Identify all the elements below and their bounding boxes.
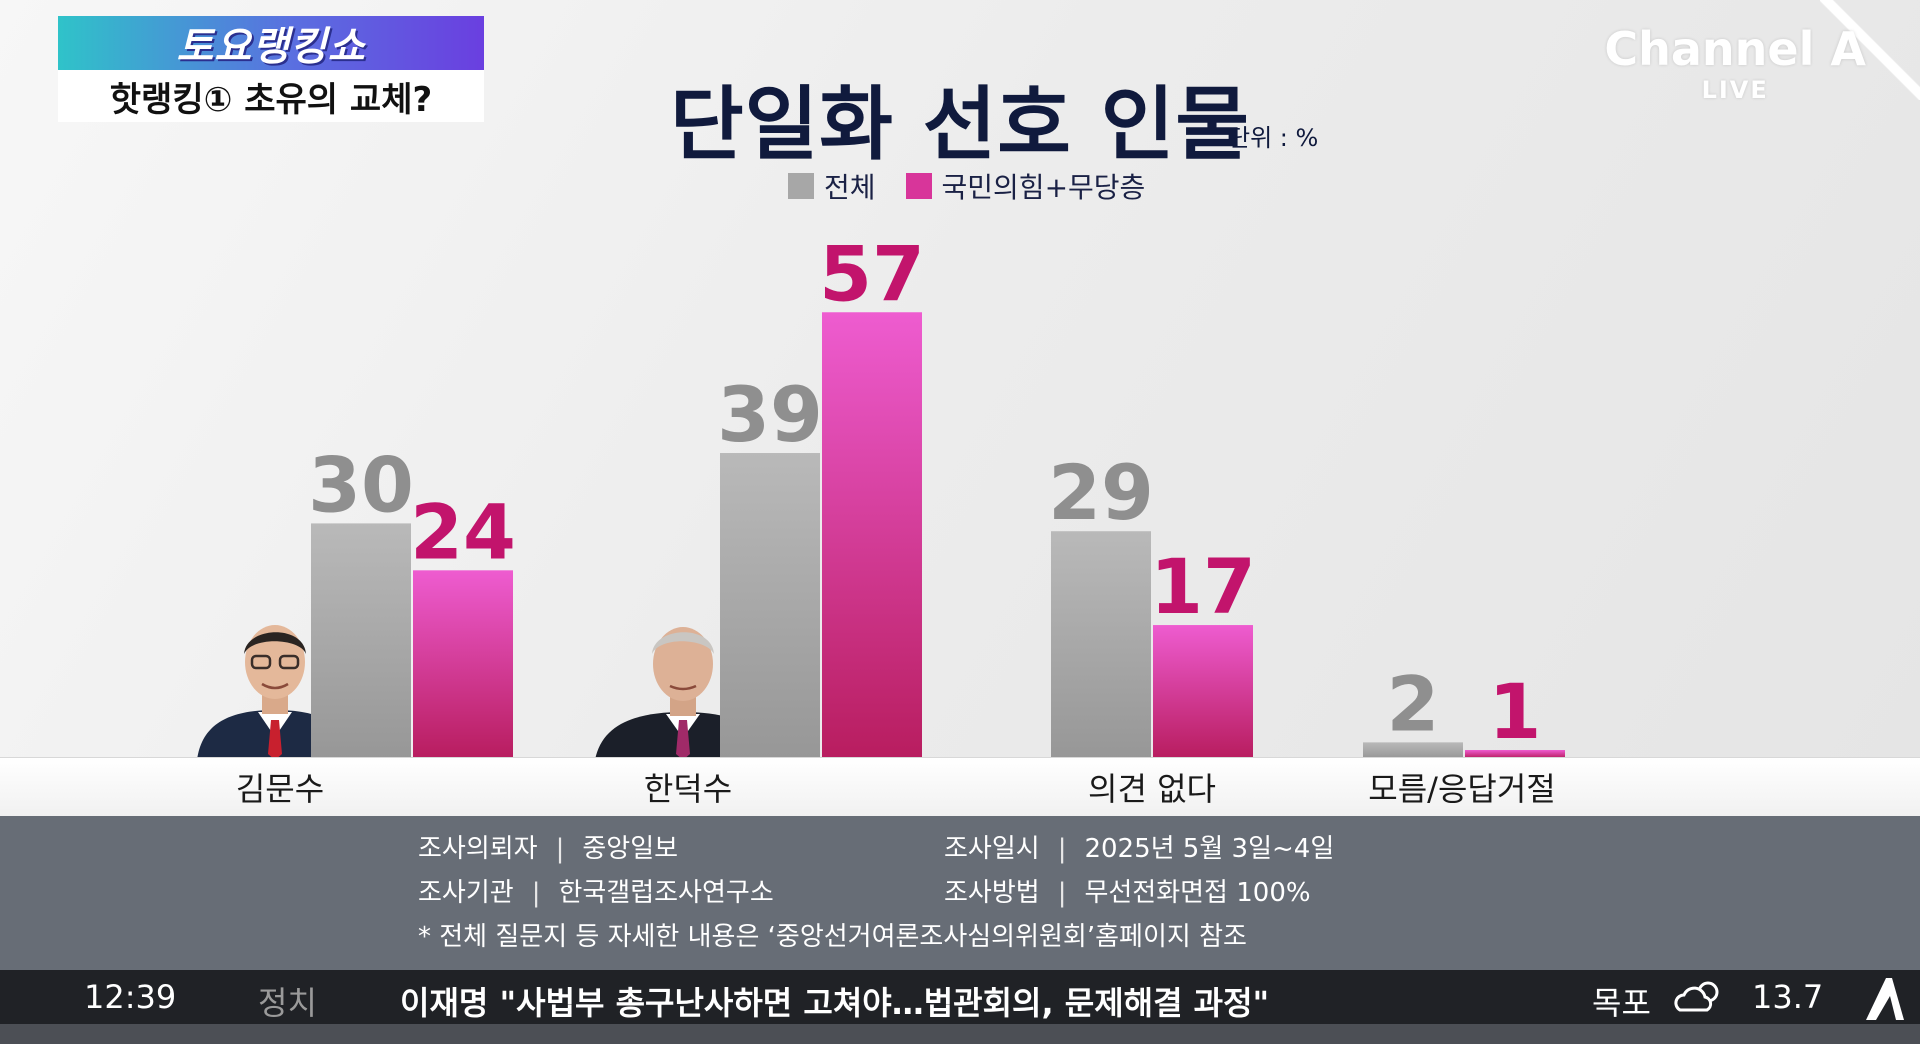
survey-info-panel: 조사의뢰자 | 중앙일보 조사기관 | 한국갤럽조사연구소 조사일시 | 2025년 5월 …	[0, 816, 1920, 970]
weather-city: 목포	[1592, 984, 1651, 1022]
channel-a-logo	[1866, 978, 1904, 1020]
survey-agency-label: 조사기관	[418, 878, 514, 908]
data-label-overall-1: 39	[717, 370, 823, 459]
bottom-strip	[0, 1024, 1920, 1044]
survey-method-label: 조사방법	[944, 878, 1040, 908]
legend-swatch-ppp	[905, 173, 932, 199]
category-label: 한덕수	[643, 770, 733, 808]
category-label: 의견 없다	[1088, 770, 1216, 808]
survey-date-value: 2025년 5월 3일~4일	[1084, 834, 1335, 864]
unit-label: 단위 : %	[1228, 124, 1319, 152]
ticker-category: 정치	[258, 984, 317, 1022]
ticker-headline: 이재명 "사법부 총구난사하면 고쳐야…법관회의, 문제해결 과정"	[400, 984, 1270, 1022]
live-label: LIVE	[1701, 76, 1769, 104]
bar-overall-1	[720, 453, 820, 758]
data-label-ppp-3: 1	[1489, 667, 1542, 756]
legend-label-overall: 전체	[824, 171, 876, 204]
legend-item-ppp: 국민의힘+무당층	[905, 166, 1146, 206]
ticker-time: 12:39	[84, 978, 177, 1016]
chart-legend: 전체 국민의힘+무당층	[788, 166, 1145, 206]
data-label-ppp-0: 24	[410, 487, 516, 576]
survey-agency-row: 조사기관 | 한국갤럽조사연구소	[418, 878, 774, 908]
survey-date-label: 조사일시	[944, 834, 1040, 864]
category-axis	[0, 758, 1920, 816]
legend-item-overall: 전체	[788, 166, 876, 206]
legend-swatch-overall	[788, 173, 814, 199]
bar-ppp-1	[822, 312, 922, 758]
bar-overall-2	[1051, 531, 1151, 758]
bar-overall-0	[311, 523, 411, 758]
survey-method-row: 조사방법 | 무선전화면접 100%	[944, 878, 1311, 908]
bar-ppp-0	[413, 570, 513, 758]
bar-overall-3	[1363, 742, 1463, 758]
channel-logo: Channel A LIVE	[1604, 22, 1866, 104]
data-label-ppp-1: 57	[819, 229, 925, 318]
survey-client-row: 조사의뢰자 | 중앙일보	[418, 834, 679, 864]
data-label-overall-2: 29	[1048, 448, 1154, 537]
segment-title-box: 핫랭킹① 초유의 교체?	[58, 70, 484, 122]
program-name-box: 토요랭킹쇼	[58, 16, 484, 70]
data-label-overall-0: 30	[308, 440, 414, 529]
survey-client-value: 중앙일보	[582, 834, 679, 864]
survey-date-row: 조사일시 | 2025년 5월 3일~4일	[944, 834, 1335, 864]
weather-temperature: 13.7	[1752, 978, 1824, 1016]
category-label: 김문수	[235, 770, 325, 808]
chart-title-wrap: 단일화 선호 인물	[0, 60, 1920, 176]
survey-agency-value: 한국갤럽조사연구소	[558, 878, 774, 908]
chart-title: 단일화 선호 인물	[670, 78, 1250, 171]
channel-name: Channel A	[1604, 22, 1866, 76]
bar-ppp-2	[1153, 625, 1253, 758]
program-name: 토요랭킹쇼	[176, 24, 366, 70]
news-ticker: 12:39 정치 이재명 "사법부 총구난사하면 고쳐야…법관회의, 문제해결 …	[0, 970, 1920, 1024]
survey-method-value: 무선전화면접 100%	[1084, 878, 1311, 908]
data-label-overall-3: 2	[1387, 659, 1440, 748]
category-label: 모름/응답거절	[1368, 770, 1556, 808]
survey-note: * 전체 질문지 등 자세한 내용은 ‘중앙선거여론조사심의위원회’홈페이지 참…	[418, 922, 1247, 952]
bar-ppp-3	[1465, 750, 1565, 758]
program-badge: 토요랭킹쇼 핫랭킹① 초유의 교체?	[58, 16, 484, 122]
survey-client-label: 조사의뢰자	[418, 834, 538, 864]
corner-decoration	[1820, 0, 1920, 100]
data-label-ppp-2: 17	[1150, 542, 1256, 631]
legend-label-ppp: 국민의힘+무당층	[941, 171, 1146, 204]
partly-cloudy-icon	[1674, 981, 1719, 1012]
segment-title: 핫랭킹① 초유의 교체?	[109, 79, 433, 120]
